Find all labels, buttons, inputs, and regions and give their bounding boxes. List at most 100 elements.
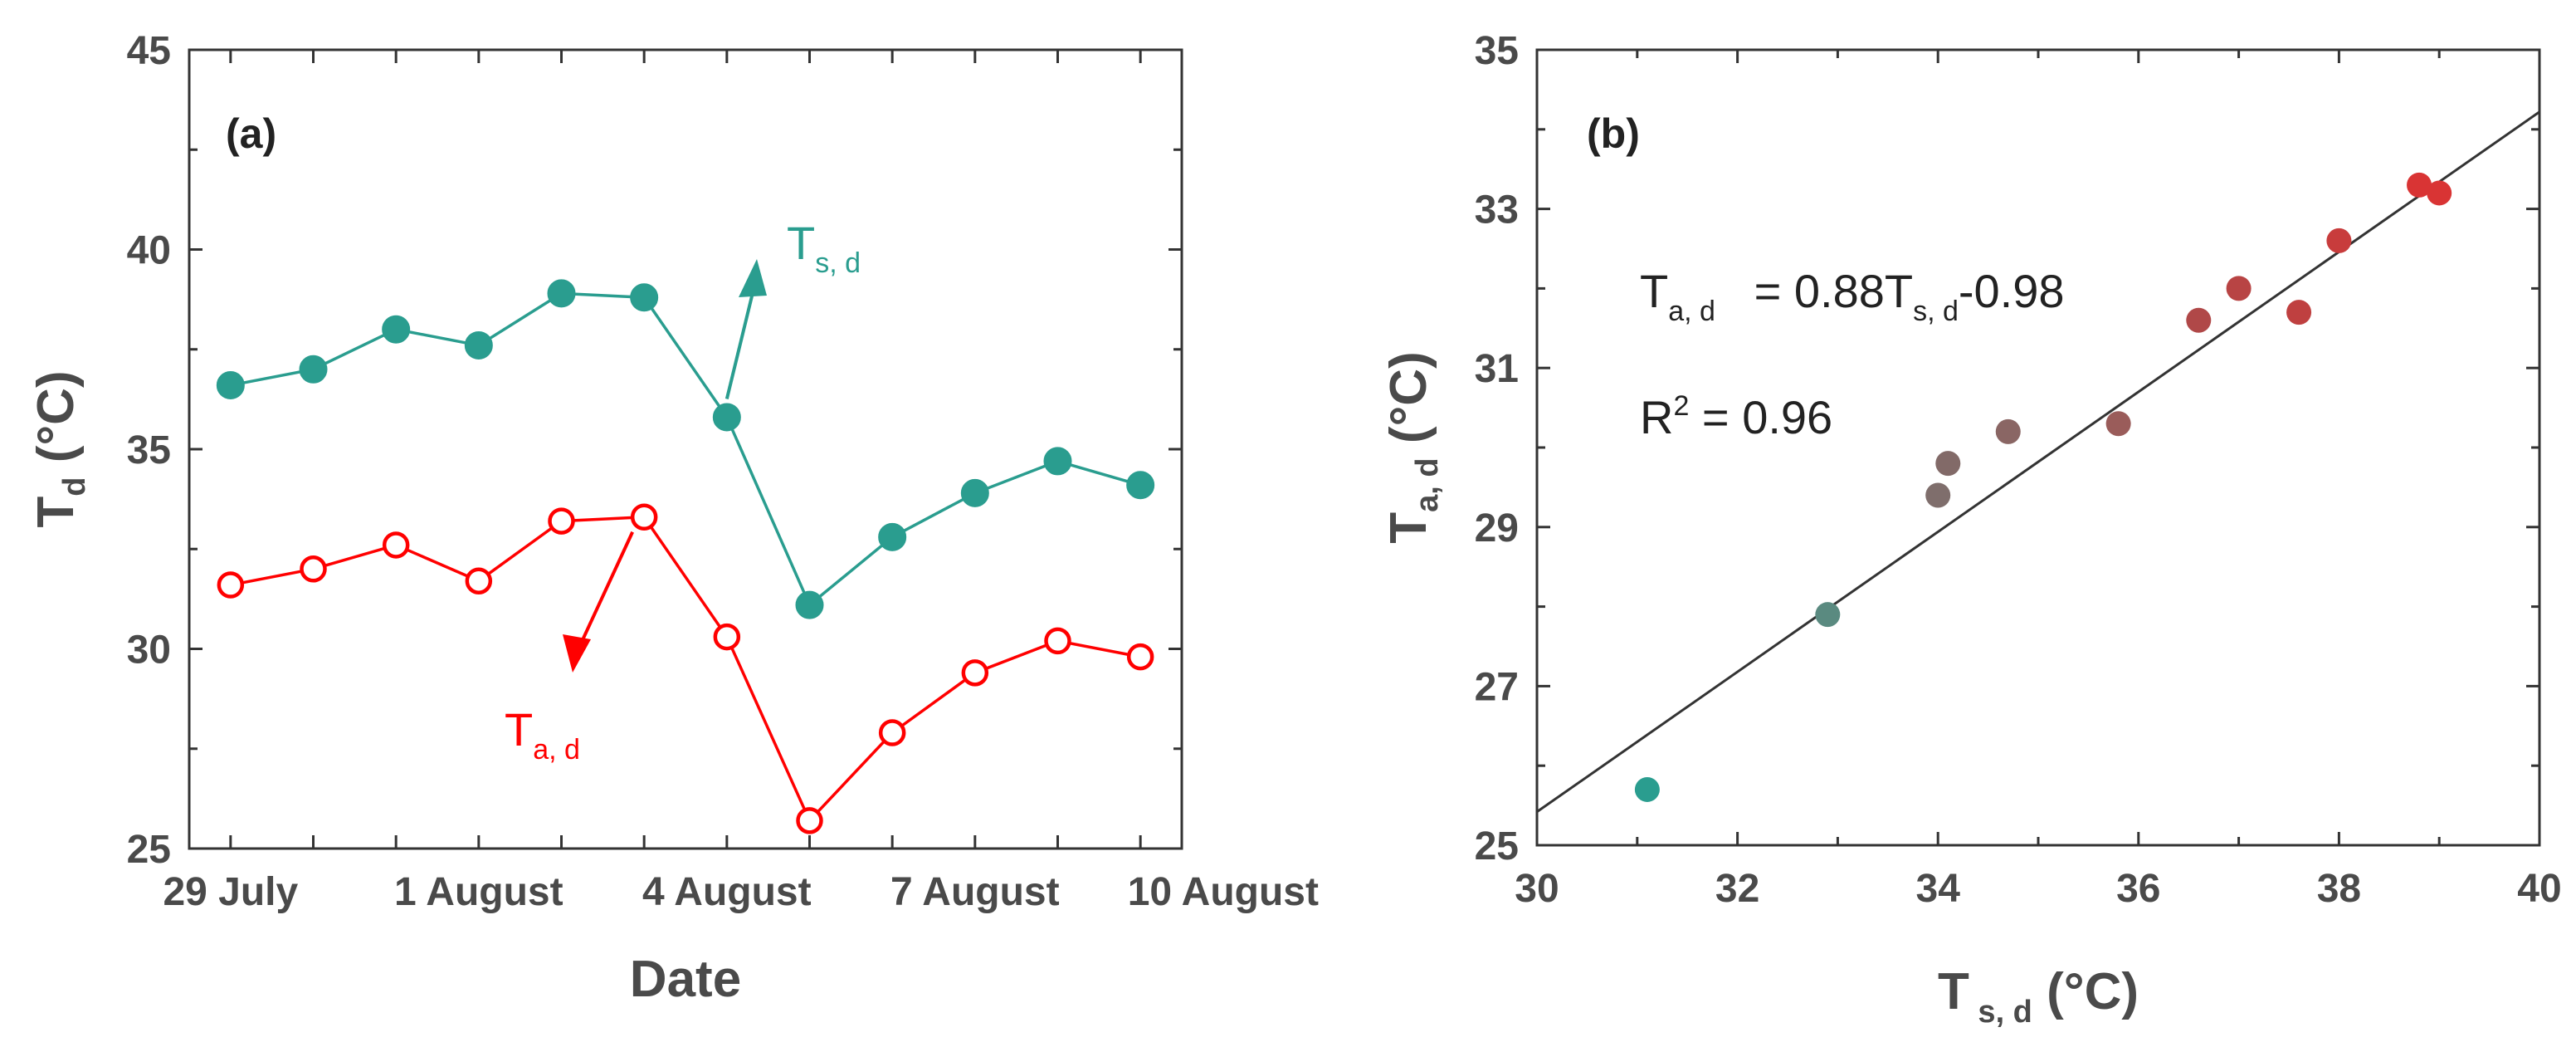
fit-line: [1536, 110, 2540, 813]
x-axis-title-a: Date: [630, 951, 741, 1008]
scatter-point: [2326, 227, 2352, 253]
y-axis-title-unit-b: (°C): [1380, 351, 1437, 457]
data-point-ts: [878, 522, 907, 551]
x-tick-label-a: 29 July: [163, 870, 298, 914]
x-tick-label-a: 4 August: [642, 870, 812, 914]
series-label-ta-sub: a, d: [533, 734, 580, 766]
data-point-ta: [382, 531, 410, 559]
y-axis-title-sub-a: d: [57, 477, 92, 497]
scatter-point: [1935, 451, 1961, 477]
scatter-point: [2226, 276, 2252, 301]
data-point-ts: [216, 371, 245, 400]
y-tick-label-b: 31: [1475, 347, 1519, 391]
y-axis-title-main-b: T: [1380, 512, 1437, 544]
scatter-point: [1634, 776, 1660, 802]
x-tick-label-a: 1 August: [394, 870, 564, 914]
data-point-ta: [630, 503, 658, 531]
arrow-ta-head: [563, 634, 591, 673]
y-tick-label-b: 29: [1475, 506, 1519, 550]
y-tick-label-a: 40: [127, 229, 171, 273]
data-point-ts: [382, 315, 411, 344]
x-tick-label-b: 40: [2517, 867, 2561, 911]
data-point-ta: [300, 555, 327, 583]
x-tick-label-b: 32: [1715, 867, 1759, 911]
x-tick-label-a: 10 August: [1128, 870, 1319, 914]
panel-a-line-chart: 25 30 35 40 45 29 July 1 August 4 August 7 Augus…: [27, 29, 1319, 1008]
data-point-ts: [1126, 471, 1155, 500]
fit-equation-tail: -0.98: [1959, 265, 2065, 317]
fit-equation-mid-sub: s, d: [1913, 296, 1959, 327]
data-point-ta: [878, 719, 906, 746]
y-tick-label-a: 45: [127, 29, 171, 73]
y-tick-label-a: 25: [127, 828, 171, 872]
fit-r2-tail: = 0.96: [1689, 391, 1832, 443]
x-tick-label-b: 34: [1916, 867, 1961, 911]
fit-equation-lhs-sub: a, d: [1668, 296, 1715, 327]
scatter-point: [2286, 300, 2312, 325]
x-tick-label-b: 36: [2116, 867, 2160, 911]
plot-frame-b: [1535, 48, 2541, 847]
data-point-ta: [465, 567, 493, 594]
y-tick-label-b: 33: [1475, 188, 1519, 232]
fit-r2-sup: 2: [1673, 390, 1689, 422]
plot-frame-a: [188, 48, 1183, 850]
scatter-point: [2427, 180, 2452, 206]
x-axis-title-sub-b: s, d: [1969, 995, 2032, 1030]
scatter-point: [1995, 418, 2021, 444]
data-point-ts: [712, 403, 741, 432]
fit-equation-lhs: T: [1640, 265, 1668, 317]
scatter-point: [1815, 602, 1841, 628]
data-point-ts: [299, 355, 328, 384]
scatter-point: [2407, 172, 2432, 198]
x-tick-label-a: 7 August: [890, 870, 1060, 914]
y-axis-title-a: Td (°C): [27, 370, 92, 527]
scatter-point: [2186, 307, 2212, 333]
scatter-point: [2105, 411, 2131, 437]
panel-label-b: (b): [1587, 110, 1640, 157]
y-axis-title-unit-a: (°C): [27, 370, 85, 477]
data-point-ta: [713, 623, 741, 651]
y-axis-title-sub-b: a, d: [1410, 457, 1445, 511]
y-axis-title-b: Ta, d (°C): [1380, 351, 1445, 543]
data-point-ts: [1043, 447, 1072, 476]
y-tick-label-a: 30: [127, 629, 171, 673]
data-point-ta: [1126, 643, 1154, 671]
y-tick-label-a: 35: [127, 428, 171, 472]
data-point-ts: [464, 330, 493, 360]
data-point-ts: [547, 279, 576, 308]
series-label-ta: Ta, d: [505, 703, 580, 766]
data-point-ta: [548, 507, 575, 535]
fit-r2-main: R: [1640, 391, 1673, 443]
fit-equation-mid: = 0.88T: [1715, 265, 1913, 317]
x-axis-title-unit-b: (°C): [2032, 963, 2139, 1020]
x-tick-label-b: 38: [2317, 867, 2361, 911]
data-point-ta: [796, 807, 823, 834]
x-axis-title-b: T s, d (°C): [1938, 963, 2139, 1030]
y-tick-label-b: 25: [1475, 824, 1519, 868]
y-axis-title-main-a: T: [27, 497, 85, 528]
series-label-ts-main: T: [787, 217, 815, 269]
data-point-ts: [630, 283, 659, 312]
series-label-ts-sub: s, d: [815, 247, 861, 279]
scatter-point: [1925, 482, 1951, 508]
series-label-ta-main: T: [505, 703, 533, 756]
data-point-ta: [217, 571, 245, 599]
arrow-ta-shaft: [574, 531, 634, 655]
fit-r2: R2 = 0.96: [1640, 390, 1832, 443]
data-point-ta: [961, 659, 989, 687]
x-axis-title-main-b: T: [1938, 963, 1969, 1020]
x-tick-label-b: 30: [1515, 867, 1559, 911]
y-tick-label-b: 27: [1475, 665, 1519, 709]
series-line-ta: [230, 515, 1141, 824]
data-point-ts: [960, 478, 989, 507]
y-tick-label-b: 35: [1475, 29, 1519, 73]
panel-label-a: (a): [226, 110, 276, 157]
fit-equation: Ta, d = 0.88Ts, d-0.98: [1640, 265, 2065, 327]
data-point-ts: [795, 590, 824, 619]
arrow-ts-head: [739, 259, 767, 297]
series-label-ts: Ts, d: [787, 217, 861, 279]
series-line-ts: [230, 291, 1141, 608]
data-point-ta: [1044, 627, 1071, 655]
